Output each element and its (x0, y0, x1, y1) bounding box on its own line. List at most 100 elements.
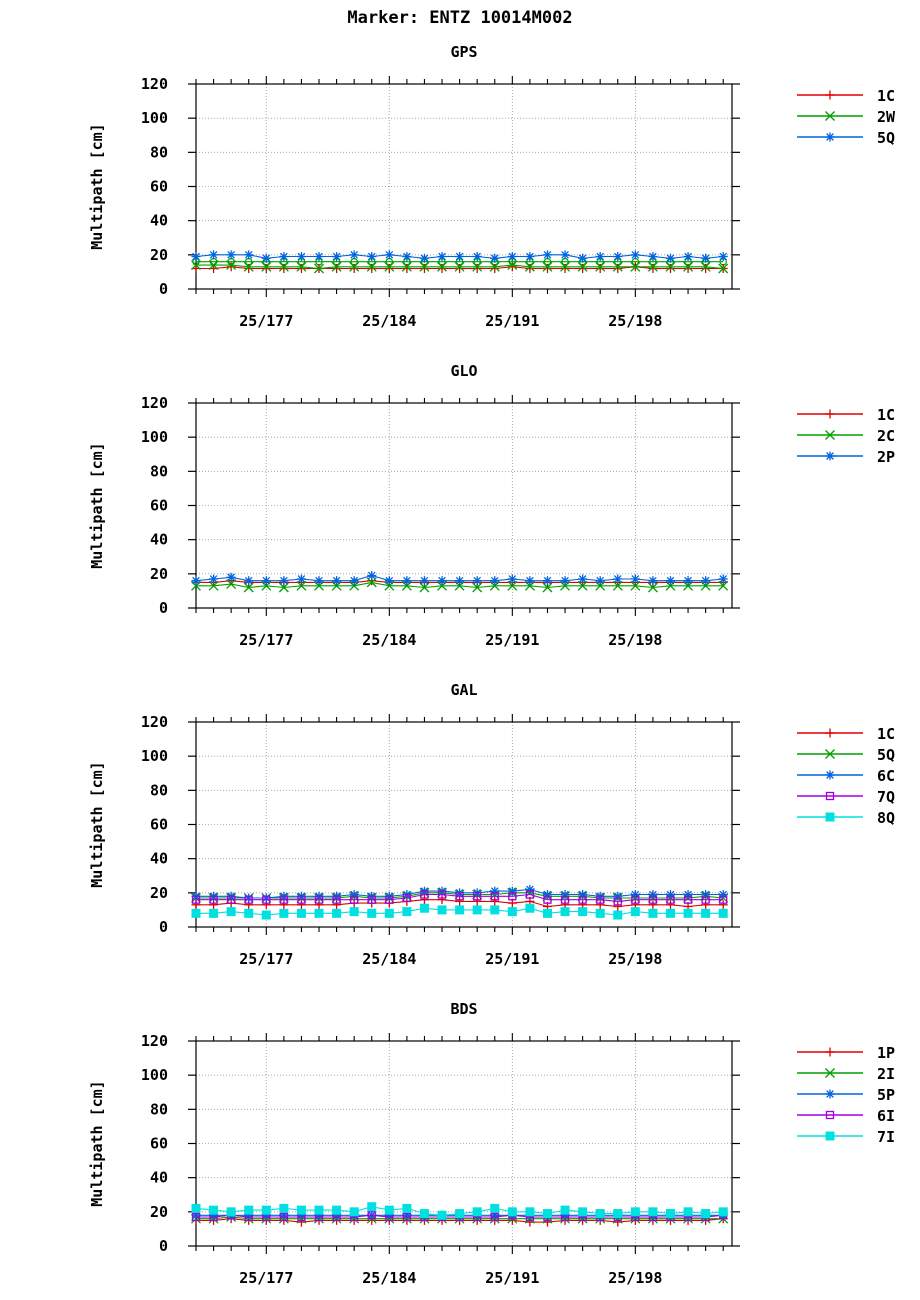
chart-title: BDS (450, 1000, 477, 1018)
data-point-8Q (490, 905, 500, 915)
data-point-1C (296, 264, 306, 273)
data-point-8Q (560, 907, 570, 917)
legend-marker-7Q (825, 791, 835, 801)
data-point-1C (455, 264, 465, 273)
data-point-7I (701, 1209, 711, 1219)
data-point-7Q (350, 895, 359, 904)
data-point-2W (226, 260, 237, 271)
data-point-7I (455, 1209, 465, 1219)
data-point-5Q (419, 253, 429, 263)
data-point-8Q (367, 908, 377, 918)
data-point-1C (261, 264, 271, 273)
data-point-1C (437, 895, 447, 905)
data-point-2W (630, 261, 641, 272)
data-point-5Q (560, 250, 570, 260)
x-tick-label: 25/177 (239, 950, 293, 968)
data-point-8Q (332, 908, 342, 918)
data-point-5Q (314, 252, 324, 262)
data-point-8Q (455, 905, 465, 915)
data-point-2W (683, 261, 694, 272)
data-point-2C (278, 582, 289, 593)
page-title: Marker: ENTZ 10014M002 (347, 8, 573, 28)
data-point-8Q (261, 910, 271, 920)
data-point-7Q (701, 895, 710, 904)
data-point-2P (595, 576, 605, 586)
y-tick-label: 100 (141, 109, 168, 127)
data-point-2W (700, 261, 711, 272)
y-tick-label: 20 (150, 1203, 168, 1221)
data-point-8Q (665, 908, 675, 918)
chart-panel-gps: GPS 0 20 40 60 80 100 120 25/177 25/184 25/191 25/1… (88, 43, 896, 330)
data-point-2W (366, 261, 377, 272)
data-point-2P (490, 576, 500, 586)
y-tick-label: 120 (141, 713, 168, 731)
legend-label: 6C (877, 767, 895, 785)
legend-marker-5Q (825, 132, 835, 142)
data-point-2W (612, 261, 623, 272)
data-point-2C (718, 580, 729, 591)
y-tick-label: 20 (150, 565, 168, 583)
data-point-7I (718, 1207, 728, 1217)
data-point-7I (367, 1202, 377, 1212)
legend-label: 2P (877, 448, 895, 466)
y-tick-label: 60 (150, 1135, 168, 1153)
data-point-2W (191, 260, 201, 271)
data-point-8Q (613, 910, 623, 920)
y-axis-label: Multipath [cm] (88, 123, 106, 249)
data-point-7Q (543, 895, 552, 904)
data-point-2C (507, 580, 518, 591)
x-tick-label: 25/198 (608, 312, 662, 330)
data-point-7I (209, 1205, 219, 1215)
data-point-2P (191, 576, 201, 586)
data-point-5Q (191, 252, 201, 262)
data-point-2W (243, 261, 254, 272)
data-point-5Q (648, 252, 658, 262)
y-tick-label: 120 (141, 75, 168, 93)
data-point-5Q (244, 250, 254, 260)
data-point-2W (718, 263, 729, 274)
data-point-5Q (490, 253, 500, 263)
data-point-7I (490, 1203, 500, 1213)
data-point-1C (507, 262, 517, 272)
data-point-7Q (297, 895, 306, 904)
y-tick-label: 0 (159, 1237, 168, 1255)
legend-marker-2W (825, 111, 835, 121)
data-point-1C (332, 900, 342, 910)
data-point-1C (701, 900, 711, 910)
data-point-1C (402, 264, 412, 273)
data-point-8Q (209, 908, 219, 918)
legend-marker-6C (825, 770, 835, 780)
x-tick-label: 25/177 (239, 1269, 293, 1287)
legend-label: 2I (877, 1065, 895, 1083)
data-point-7I (595, 1209, 605, 1219)
data-point-2W (542, 261, 553, 272)
data-point-2W (507, 260, 518, 271)
data-point-2W (261, 261, 272, 272)
data-point-7I (507, 1207, 517, 1217)
data-point-2C (208, 580, 219, 591)
data-point-6I (279, 1212, 289, 1222)
data-point-2W (524, 261, 535, 272)
data-point-2P (560, 576, 570, 586)
data-point-5Q (683, 252, 693, 262)
x-tick-label: 25/198 (608, 1269, 662, 1287)
data-point-8Q (595, 908, 605, 918)
data-point-7I (525, 1207, 535, 1217)
data-point-7I (279, 1203, 289, 1213)
data-point-7I (648, 1207, 658, 1217)
data-point-1C (367, 264, 377, 273)
data-point-1C (648, 900, 658, 910)
data-point-5Q (296, 252, 306, 262)
data-point-8Q (507, 907, 517, 917)
data-point-7I (613, 1209, 623, 1219)
data-point-2W (665, 261, 676, 272)
legend-label: 5Q (877, 746, 895, 764)
data-point-1C (437, 264, 447, 273)
data-point-1C (279, 900, 289, 910)
y-tick-label: 100 (141, 428, 168, 446)
data-point-2C (647, 582, 658, 593)
data-point-5Q (718, 252, 728, 262)
legend-marker-1C (825, 409, 835, 419)
data-point-1C (490, 264, 500, 273)
data-point-2W (454, 261, 465, 272)
